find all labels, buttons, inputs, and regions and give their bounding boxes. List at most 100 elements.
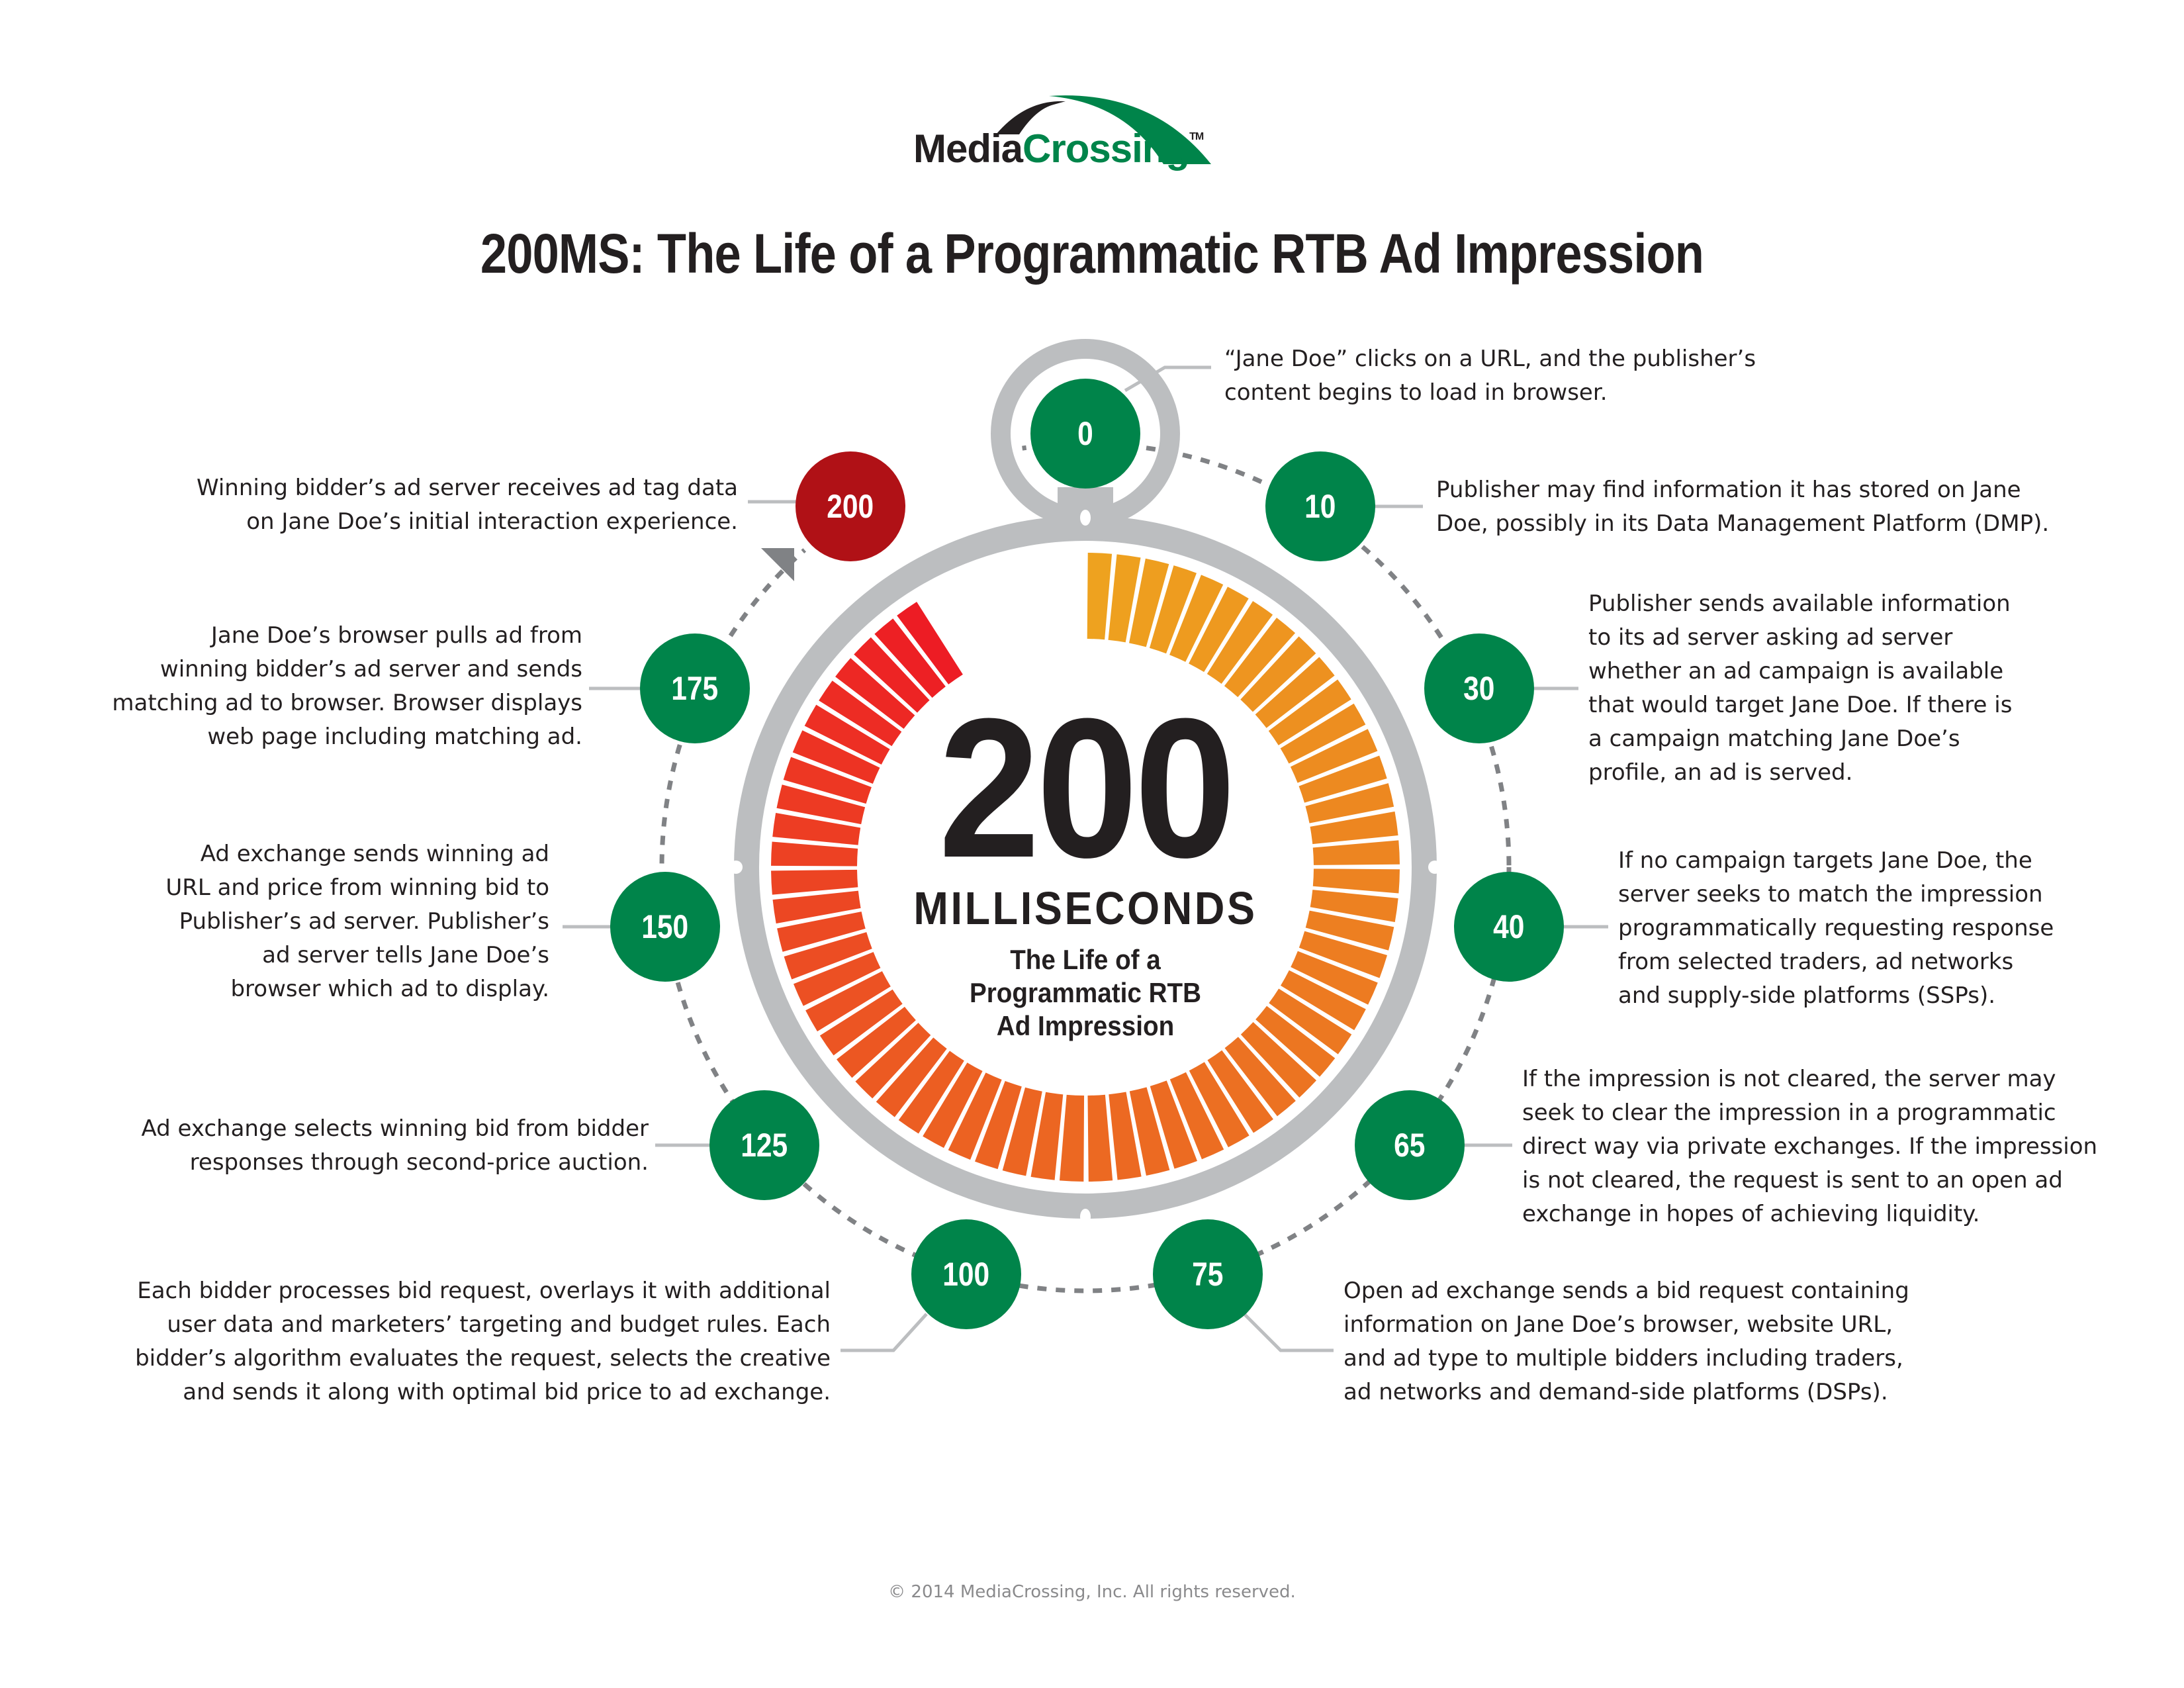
desc-line: web page including matching ad. — [207, 724, 582, 750]
progress-segment — [776, 784, 866, 825]
node-label: 30 — [1463, 670, 1495, 707]
desc-line: Jane Doe’s browser pulls ad from — [210, 622, 582, 649]
desc-line: and ad type to multiple bidders includin… — [1343, 1345, 1903, 1372]
arrow-head-icon — [761, 548, 794, 581]
logo-media: Media — [913, 126, 1023, 171]
desc-line: If no campaign targets Jane Doe, the — [1618, 847, 2032, 874]
page-title: 200MS: The Life of a Programmatic RTB Ad… — [480, 222, 1704, 285]
desc-line: ad server tells Jane Doe’s — [262, 942, 549, 968]
timeline-node-75ms: 75 — [1153, 1219, 1263, 1329]
logo-wordmark: MediaCrossingTM — [913, 126, 1204, 171]
progress-segment — [1224, 618, 1296, 698]
desc-line: and supply-side platforms (SSPs). — [1618, 982, 1996, 1009]
timeline-node-175ms: 175 — [640, 633, 750, 743]
logo-crossing: Crossing — [1023, 126, 1190, 171]
progress-segment — [1129, 1087, 1170, 1176]
timeline-node-125ms: 125 — [709, 1090, 819, 1200]
node-label: 175 — [671, 670, 719, 707]
progress-segment — [1281, 970, 1366, 1031]
desc-line: is not cleared, the request is sent to a… — [1522, 1167, 2063, 1194]
desc-line: bidder’s algorithm evaluates the request… — [135, 1345, 831, 1372]
desc-line: direct way via private exchanges. If the… — [1522, 1133, 2098, 1160]
progress-segment — [1312, 868, 1400, 894]
desc-line: from selected traders, ad networks — [1618, 949, 2014, 975]
stopwatch-outer-ring — [734, 516, 1437, 1219]
desc-line: to its ad server asking ad server — [1588, 624, 1953, 651]
progress-segment — [1087, 1094, 1113, 1182]
node-label: 40 — [1493, 908, 1525, 945]
progress-segment — [1280, 703, 1366, 764]
timeline-node-200ms: 200 — [796, 451, 905, 561]
progress-segment — [1150, 1080, 1197, 1169]
progress-segment — [1149, 565, 1197, 654]
progress-segment — [1255, 657, 1335, 728]
progress-segment — [948, 1072, 1002, 1160]
step-100-description: Each bidder processes bid request, overl… — [135, 1274, 831, 1409]
step-200-description: Winning bidder’s ad server receives ad t… — [197, 471, 738, 539]
desc-line: “Jane Doe” clicks on a URL, and the publ… — [1224, 346, 1756, 372]
progress-segment — [1189, 1062, 1250, 1148]
progress-segment — [1268, 679, 1351, 745]
progress-segment — [1298, 931, 1388, 978]
progress-segment — [1169, 1072, 1224, 1160]
progress-segment — [854, 637, 930, 713]
timeline-node-0ms: 0 — [1030, 379, 1140, 489]
desc-line: Open ad exchange sends a bid request con… — [1343, 1278, 1909, 1304]
desc-line: ad networks and demand-side platforms (D… — [1343, 1379, 1888, 1405]
ring-marker-top — [1080, 510, 1091, 526]
node-label: 125 — [741, 1127, 788, 1164]
desc-line: Winning bidder’s ad server receives ad t… — [196, 475, 738, 501]
progress-segment — [1189, 586, 1249, 673]
progress-segment — [1312, 840, 1400, 865]
center-subtitle-line: Programmatic RTB — [969, 977, 1201, 1008]
progress-segment — [1269, 988, 1352, 1055]
progress-segment — [1240, 636, 1316, 712]
desc-line: If the impression is not cleared, the se… — [1522, 1066, 2056, 1092]
ring-marker-bottom — [1080, 1209, 1091, 1225]
step-10-description: Publisher may find information it has st… — [1436, 473, 2049, 541]
center-subtitle-line: Ad Impression — [996, 1010, 1175, 1041]
copyright-footer: © 2014 MediaCrossing, Inc. All rights re… — [888, 1582, 1296, 1602]
progress-segment — [1298, 755, 1387, 803]
progress-segment — [1206, 601, 1273, 684]
step-150-description: Ad exchange sends winning ad URL and pri… — [165, 837, 549, 1006]
timeline-node-65ms: 65 — [1355, 1090, 1465, 1200]
progress-segment — [1030, 1092, 1064, 1180]
progress-segment — [1291, 951, 1378, 1005]
desc-line: winning bidder’s ad server and sends — [159, 656, 582, 682]
mediacrossing-logo: MediaCrossingTM — [913, 86, 1284, 179]
desc-line: Doe, possibly in its Data Management Pla… — [1436, 510, 2050, 537]
progress-segment — [1087, 553, 1113, 640]
timeline-node-30ms: 30 — [1424, 633, 1534, 743]
progress-segment — [1310, 811, 1398, 845]
desc-line: profile, an ad is served. — [1588, 759, 1853, 786]
desc-line: matching ad to browser. Browser displays — [112, 690, 582, 716]
desc-line: responses through second-price auction. — [189, 1149, 649, 1176]
center-big-number: 200 — [938, 677, 1236, 899]
desc-line: and sends it along with optimal bid pric… — [183, 1379, 831, 1405]
desc-line: Ad exchange selects winning bid from bid… — [141, 1115, 649, 1142]
desc-line: server seeks to match the impression — [1618, 881, 2043, 908]
progress-segment — [923, 1062, 983, 1149]
progress-segment — [876, 1037, 947, 1117]
ring-marker-left — [729, 861, 743, 874]
center-unit-label: MILLISECONDS — [913, 882, 1257, 934]
step-30-description: Publisher sends available information to… — [1588, 587, 2012, 790]
progress-segment — [1305, 783, 1394, 823]
progress-segment — [783, 757, 872, 804]
progress-segment — [772, 890, 861, 924]
timeline-dashed-orbit — [659, 441, 1512, 1293]
progress-segment — [855, 1023, 931, 1099]
progress-segment — [1207, 1050, 1273, 1133]
desc-line: URL and price from winning bid to — [165, 874, 549, 901]
progress-segments — [771, 553, 1400, 1182]
desc-line: exchange in hopes of achieving liquidity… — [1522, 1201, 1980, 1227]
progress-segment — [898, 1051, 964, 1134]
progress-segment — [792, 730, 880, 784]
desc-line: browser which ad to display. — [230, 976, 549, 1002]
progress-segment — [819, 989, 903, 1056]
progress-segment — [784, 932, 872, 980]
desc-line: Publisher sends available information — [1588, 590, 2011, 617]
progress-segment — [805, 971, 891, 1032]
